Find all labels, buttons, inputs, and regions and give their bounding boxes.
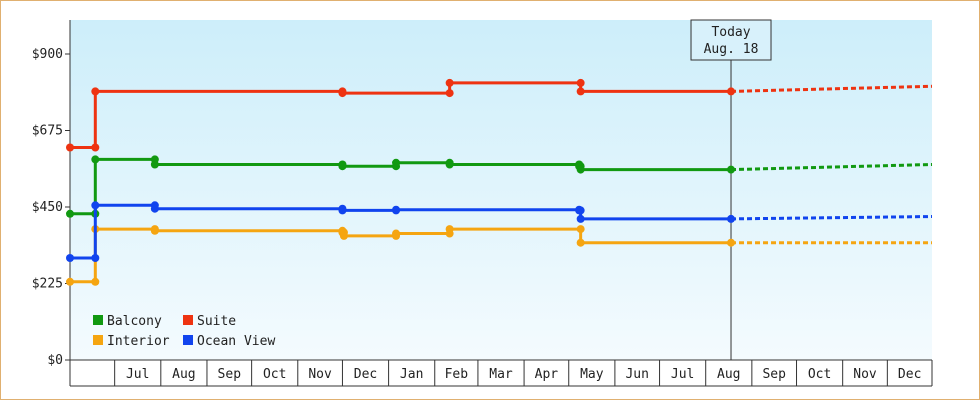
x-tick-label: Mar <box>489 367 513 382</box>
data-point <box>727 214 736 223</box>
data-point <box>91 277 100 286</box>
legend-label-interior: Interior <box>107 334 170 349</box>
y-axis: $0 $225 $450 $675 $900 <box>32 20 71 368</box>
data-point <box>66 143 74 152</box>
data-point <box>338 89 347 98</box>
data-point <box>576 214 585 223</box>
series-forecast-balcony <box>730 163 933 172</box>
data-point <box>445 89 454 98</box>
x-tick-label: Apr <box>535 367 559 382</box>
data-point <box>576 206 585 215</box>
legend-label-balcony: Balcony <box>107 314 162 329</box>
legend-swatch-interior <box>93 335 103 345</box>
data-point <box>91 201 100 210</box>
y-tick-label: $900 <box>32 47 63 62</box>
series-interior <box>66 225 932 286</box>
data-point <box>576 238 585 247</box>
data-point <box>576 78 585 87</box>
y-tick-label: $450 <box>32 200 63 215</box>
legend: Balcony Suite Interior Ocean View <box>93 314 275 349</box>
data-point <box>150 160 159 169</box>
data-point <box>338 162 347 171</box>
x-tick-label: Oct <box>263 367 286 382</box>
legend-swatch-suite <box>183 315 193 325</box>
series-balcony <box>66 155 933 218</box>
data-point <box>392 158 401 167</box>
x-tick-label: Dec <box>898 367 921 382</box>
plot-background <box>70 20 932 360</box>
series-ocean-view <box>66 201 933 262</box>
x-tick-label: Jan <box>400 367 423 382</box>
x-tick-label: Jul <box>126 367 149 382</box>
series-forecast-ocean-view <box>730 215 933 221</box>
x-tick-label: Jun <box>625 367 648 382</box>
data-point <box>150 204 159 213</box>
data-point <box>576 165 585 174</box>
legend-swatch-ocean-view <box>183 335 193 345</box>
data-point <box>445 160 454 169</box>
data-point <box>727 238 736 247</box>
x-tick-label: Aug <box>717 367 740 382</box>
data-point <box>150 226 159 235</box>
data-point <box>392 229 401 238</box>
today-date: Aug. 18 <box>704 42 759 57</box>
x-tick-label: Sep <box>218 367 242 382</box>
data-point <box>91 143 100 152</box>
data-point <box>66 277 74 286</box>
x-tick-label: Aug <box>172 367 195 382</box>
legend-swatch-balcony <box>93 315 103 325</box>
legend-label-suite: Suite <box>197 314 236 329</box>
today-marker: Today Aug. 18 <box>690 19 772 360</box>
x-axis: Jul Aug Sep Oct Nov Dec Jan Feb Mar Apr May Jun Jul A… <box>69 359 933 387</box>
data-point <box>576 87 585 96</box>
x-tick-label: Feb <box>445 367 469 382</box>
y-tick-label: $225 <box>32 277 63 292</box>
data-point <box>91 87 100 96</box>
data-point <box>392 205 401 214</box>
data-point <box>339 231 348 240</box>
series-suite <box>66 78 933 152</box>
series-forecast-suite <box>730 84 933 93</box>
x-tick-label: Jul <box>671 367 694 382</box>
data-point <box>66 209 74 218</box>
today-label: Today <box>711 25 750 40</box>
x-tick-label: Nov <box>853 367 877 382</box>
data-point <box>338 206 347 215</box>
data-point <box>445 225 454 234</box>
x-tick-label: Oct <box>808 367 831 382</box>
x-tick-label: Dec <box>354 367 377 382</box>
legend-label-ocean-view: Ocean View <box>197 334 275 349</box>
today-box <box>690 19 772 61</box>
y-tick-label: $0 <box>47 353 63 368</box>
data-point <box>576 225 585 234</box>
x-tick-label: May <box>580 367 604 382</box>
series-layer <box>66 78 933 286</box>
data-point <box>91 155 100 164</box>
data-point <box>66 254 74 262</box>
x-tick-label: Nov <box>308 367 332 382</box>
y-tick-label: $675 <box>32 124 63 139</box>
data-point <box>727 165 736 174</box>
x-tick-label: Sep <box>762 367 786 382</box>
data-point <box>91 254 100 262</box>
data-point <box>727 87 736 96</box>
data-point <box>445 78 454 87</box>
